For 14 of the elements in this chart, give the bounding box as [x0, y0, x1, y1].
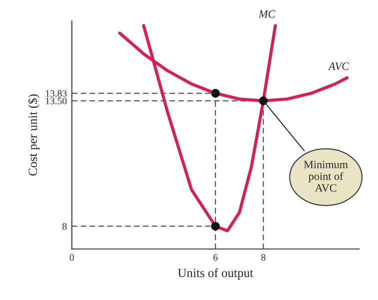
series-label: MC [258, 10, 276, 18]
point [258, 96, 268, 106]
x-tick-label: 8 [261, 254, 266, 261]
y-tick-label: 13.50 [46, 98, 67, 104]
annotation: Minimum point of AVC [304, 160, 348, 192]
y-tick-label: 8 [62, 223, 67, 230]
series-label: AVC [328, 62, 350, 70]
x-tick-label: 0 [70, 254, 74, 261]
x-axis-title: Units of output [178, 268, 254, 280]
point [211, 88, 220, 98]
y-axis-title: Cost per unit ($) [28, 94, 40, 176]
point [211, 222, 220, 231]
y-tick-label: 13.83 [46, 90, 67, 97]
x-tick-label: 6 [213, 254, 218, 261]
